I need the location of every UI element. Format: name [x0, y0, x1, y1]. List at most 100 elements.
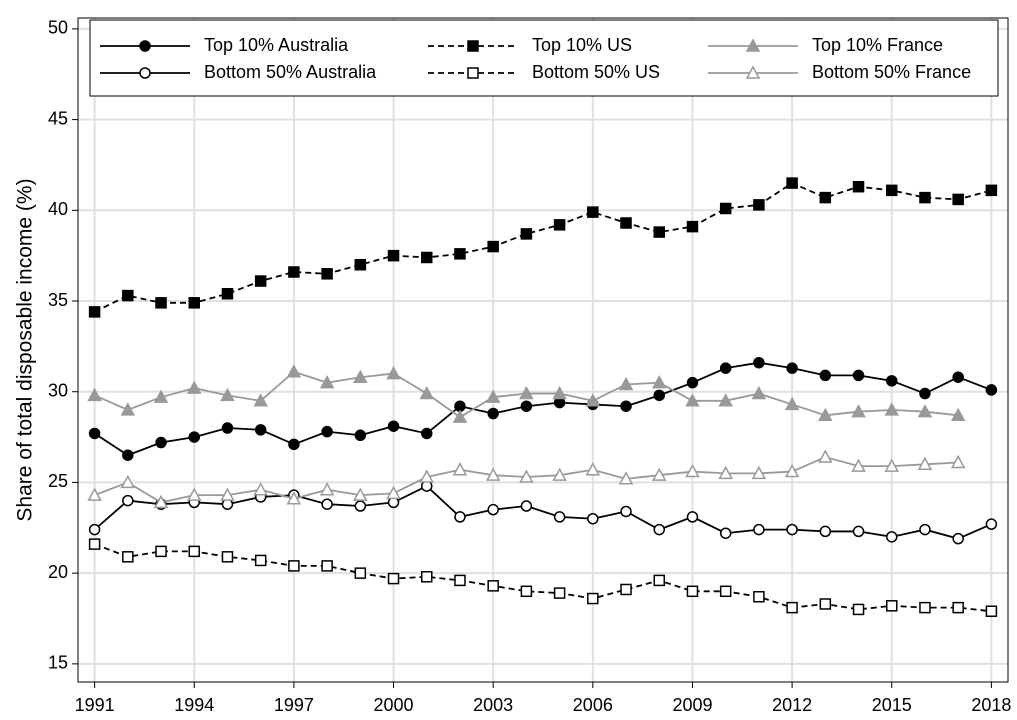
x-tick-label: 2006	[573, 695, 613, 715]
marker	[685, 463, 700, 478]
marker	[319, 482, 335, 496]
marker	[452, 462, 468, 476]
marker	[884, 458, 900, 472]
marker	[520, 228, 533, 240]
marker	[155, 297, 167, 309]
marker	[585, 393, 601, 407]
marker	[254, 554, 267, 567]
marker	[818, 449, 833, 463]
marker	[354, 429, 367, 442]
marker	[153, 389, 169, 403]
series-line	[94, 182, 992, 313]
marker	[487, 407, 499, 420]
marker	[851, 404, 866, 418]
marker	[421, 251, 433, 264]
y-tick-label: 25	[48, 471, 68, 491]
marker	[952, 193, 964, 206]
marker	[852, 180, 865, 193]
marker	[288, 560, 300, 572]
marker	[387, 249, 400, 262]
marker	[718, 465, 733, 480]
marker	[851, 458, 866, 472]
marker	[719, 362, 732, 374]
marker	[620, 583, 632, 596]
marker	[653, 226, 665, 238]
marker	[288, 266, 300, 278]
marker	[753, 356, 765, 369]
marker	[950, 407, 966, 422]
marker	[985, 605, 998, 617]
y-tick-label: 15	[48, 653, 68, 673]
marker	[221, 422, 234, 434]
marker	[386, 366, 401, 380]
marker	[122, 289, 134, 302]
marker	[419, 385, 435, 400]
marker	[122, 449, 134, 461]
marker	[321, 498, 333, 510]
marker	[520, 585, 533, 598]
marker	[819, 369, 832, 382]
marker	[618, 471, 634, 485]
marker	[353, 487, 368, 501]
marker	[686, 220, 699, 233]
marker	[917, 456, 933, 471]
series-line	[94, 484, 992, 540]
marker	[254, 424, 267, 436]
y-tick-label: 50	[48, 18, 68, 38]
legend-box	[89, 19, 999, 97]
marker	[886, 531, 898, 543]
marker	[919, 191, 931, 204]
marker	[950, 454, 966, 469]
marker	[585, 462, 601, 476]
marker	[886, 184, 898, 197]
marker	[354, 500, 367, 512]
marker	[952, 601, 964, 614]
marker	[419, 469, 435, 483]
x-tick-label: 2015	[872, 695, 912, 715]
marker	[620, 400, 632, 412]
marker	[421, 427, 433, 440]
marker	[186, 487, 202, 501]
marker	[221, 288, 234, 300]
marker	[286, 364, 302, 378]
marker	[452, 409, 468, 423]
marker	[719, 527, 732, 539]
marker	[122, 494, 134, 507]
marker	[120, 402, 136, 416]
marker	[220, 387, 235, 402]
marker	[852, 525, 865, 538]
marker	[686, 376, 699, 389]
marker	[288, 438, 300, 451]
marker	[886, 600, 898, 612]
marker	[886, 375, 898, 387]
marker	[387, 420, 400, 432]
marker	[519, 385, 534, 400]
marker	[952, 371, 964, 383]
x-tick-label: 2000	[374, 695, 414, 715]
marker	[651, 467, 667, 481]
marker	[120, 474, 136, 489]
marker	[784, 396, 800, 411]
marker	[786, 601, 798, 614]
marker	[487, 503, 499, 516]
marker	[319, 375, 335, 389]
marker	[784, 463, 800, 478]
marker	[718, 393, 733, 407]
legend-label: Top 10% France	[812, 35, 943, 55]
marker	[618, 376, 634, 391]
marker	[520, 500, 533, 512]
legend-marker	[139, 40, 151, 52]
marker	[587, 592, 599, 605]
marker	[88, 427, 101, 440]
legend-label: Bottom 50% Australia	[204, 62, 377, 82]
marker	[188, 545, 200, 558]
marker	[153, 494, 169, 509]
marker	[553, 587, 566, 599]
marker	[786, 177, 798, 189]
marker	[220, 487, 235, 501]
marker	[286, 491, 302, 505]
marker	[686, 585, 699, 598]
marker	[454, 511, 466, 523]
legend-marker	[467, 67, 479, 79]
